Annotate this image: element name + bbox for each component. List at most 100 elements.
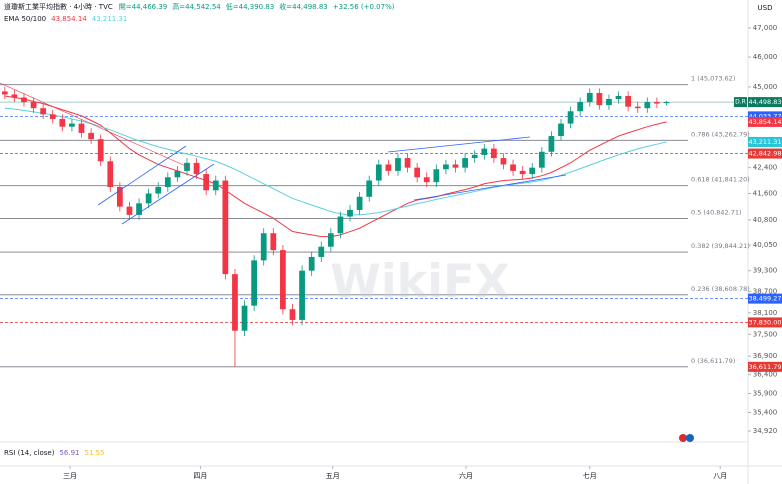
price-badge-label: 42,842.98 — [748, 150, 781, 158]
y-tick-label: 36,400 — [753, 371, 778, 379]
candle-body — [519, 170, 526, 175]
candle-body — [222, 180, 229, 275]
candle-body — [69, 123, 75, 127]
price-badge — [748, 293, 782, 304]
candle-body — [529, 167, 536, 175]
candle-body — [500, 158, 507, 165]
x-tick-label: 五月 — [326, 472, 340, 480]
price-badge-label: 37,830.00 — [748, 318, 781, 326]
candle-body — [347, 209, 353, 217]
y-tick-label: 38,700 — [753, 288, 778, 296]
trend-line — [121, 163, 215, 225]
candle-body — [318, 246, 325, 257]
y-tick-label: 39,300 — [753, 267, 778, 275]
price-badge — [748, 111, 782, 122]
candle-body — [423, 177, 430, 183]
candle-body — [558, 123, 564, 137]
price-badge — [748, 148, 782, 159]
y-tick-label: 35,900 — [753, 389, 778, 397]
candle-body — [203, 174, 210, 191]
rsi-value: 51.55 — [85, 449, 105, 457]
price-badge-label: 44,498.83 — [748, 98, 781, 106]
currency: USD — [758, 4, 773, 12]
x-tick-label: 七月 — [583, 471, 597, 480]
y-tick-label: 41,600 — [753, 190, 778, 198]
ema-value: 43,211.31 — [92, 15, 128, 23]
candle-body — [280, 250, 286, 310]
watermark: WikiFX — [330, 255, 510, 309]
trend-line — [387, 136, 531, 153]
candle-body — [11, 94, 18, 98]
candle-body — [232, 274, 238, 331]
candle-body — [308, 256, 315, 271]
y-tick-label: 35,400 — [753, 409, 778, 417]
candle-body — [538, 151, 545, 168]
candle-body — [577, 102, 584, 112]
price-badge — [748, 116, 782, 127]
change-value: +32.56 (+0.07%) — [333, 3, 395, 11]
candle-body — [241, 305, 248, 331]
price-badge-label: 44,033.77 — [748, 112, 781, 120]
candle-body — [404, 158, 411, 168]
candle-body — [193, 162, 200, 175]
fib-label: 0.236 (38,608.78) — [691, 285, 750, 293]
rsi-value: 56.91 — [59, 449, 79, 457]
candle-body — [452, 164, 459, 168]
price-badge — [748, 361, 782, 372]
rsi-label: RSI (14, close) — [4, 449, 55, 457]
header-title: 道瓊斯工業平均指數 · 4小時 · TVC — [4, 2, 113, 11]
y-tick-label: 40,050 — [753, 241, 778, 249]
price-badge — [748, 317, 782, 328]
candle-body — [21, 97, 27, 103]
candle-body — [116, 187, 123, 207]
candle-body — [164, 177, 171, 188]
candle-body — [644, 102, 651, 109]
fib-label: 1 (45,073.62) — [691, 75, 735, 83]
plot: 1 (45,073.62) 0.786 (43,262.79) 0.618 (41,… — [0, 75, 750, 368]
candle-body — [299, 270, 305, 320]
candle-body — [356, 196, 363, 210]
candle-body — [471, 154, 478, 159]
candle-body — [481, 148, 488, 155]
x-tick-label: 三月 — [63, 472, 77, 480]
candle-body — [49, 114, 56, 119]
candle-body — [136, 203, 142, 215]
candle-body — [251, 260, 258, 306]
candle-body — [663, 102, 670, 104]
candle-body — [97, 139, 104, 162]
ema-label: EMA 50/100 — [4, 15, 46, 23]
candle-body — [30, 102, 37, 109]
candle-body — [126, 206, 133, 215]
candle-body — [414, 167, 421, 178]
candle-body — [654, 102, 660, 104]
y-tick-label: 40,800 — [753, 216, 778, 224]
candle-body — [327, 233, 334, 247]
header: 道瓊斯工業平均指數 · 4小時 · TVC EMA 50/100 RSI (14… — [4, 2, 113, 457]
candle-body — [212, 180, 219, 191]
candle-body — [260, 233, 267, 261]
x-tick-label: 八月 — [713, 472, 727, 480]
candle-body — [289, 309, 296, 320]
candle-body — [634, 106, 641, 109]
price-badge-label: 36,611.79 — [748, 363, 781, 371]
candle-body — [443, 164, 449, 170]
candle-body — [59, 118, 66, 127]
fib-label: 0 (36,611.79) — [691, 357, 735, 365]
ohlc-value: 高=44,542.54 — [172, 2, 221, 11]
candle-body — [107, 161, 114, 188]
x-tick-label: 四月 — [193, 472, 207, 480]
x-tick-label: 六月 — [459, 471, 473, 480]
ohlc-value: 開=44,466.39 — [119, 3, 168, 11]
price-tag-label: D.R — [735, 99, 746, 106]
candle-body — [375, 164, 382, 181]
price-badge-label: 43,211.31 — [748, 138, 781, 146]
trend-line — [413, 174, 567, 201]
price-badge — [748, 136, 782, 147]
candle-body — [174, 170, 181, 178]
ema-line — [4, 95, 667, 238]
fib-label: 0.5 (40,842.71) — [691, 208, 742, 216]
y-tick-label: 47,000 — [753, 24, 778, 32]
candle-body — [567, 111, 574, 124]
